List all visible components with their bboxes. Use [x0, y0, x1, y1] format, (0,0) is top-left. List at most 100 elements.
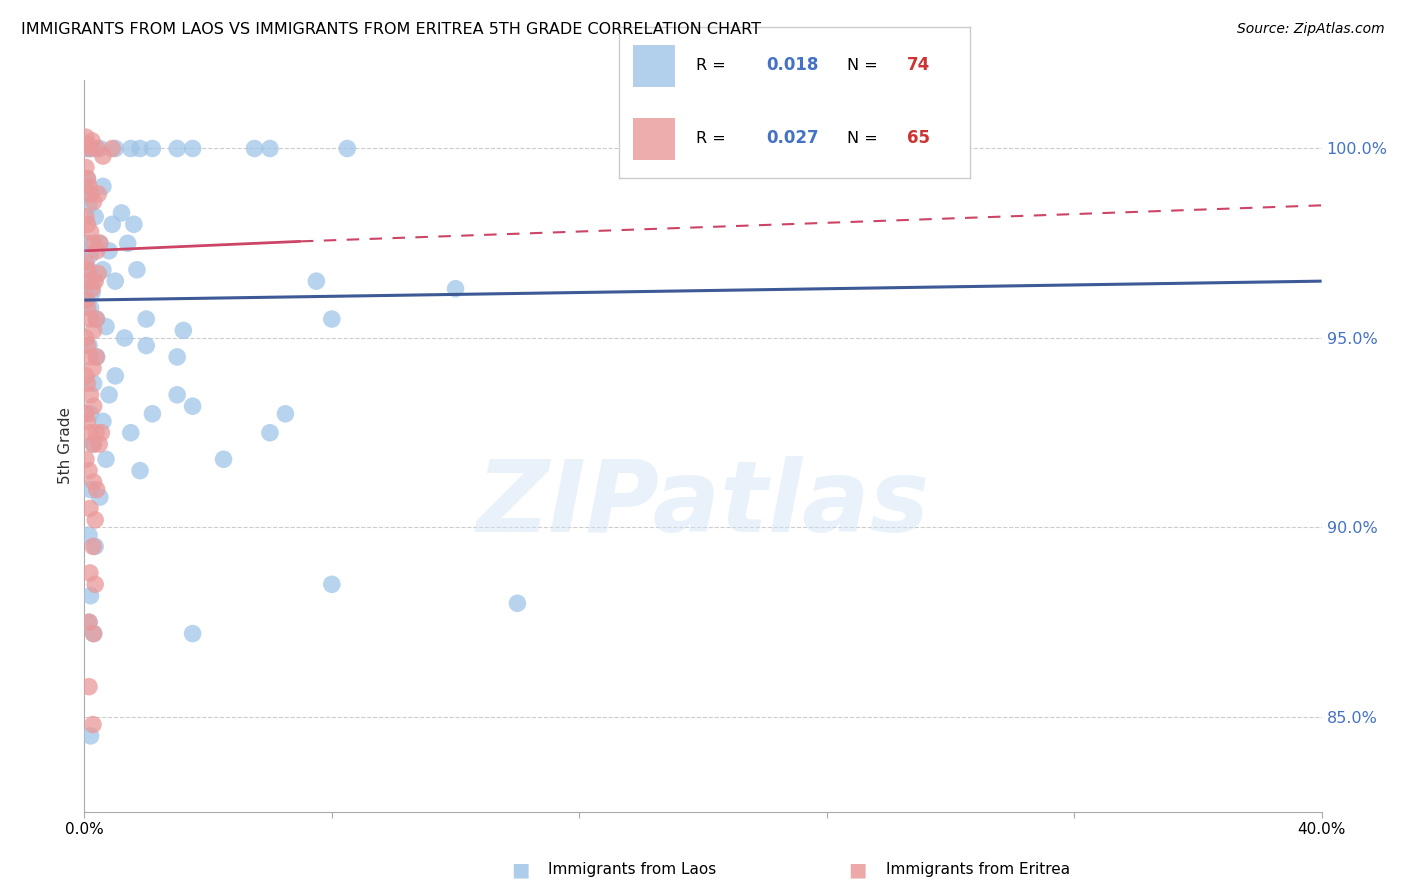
Text: 0.027: 0.027: [766, 129, 818, 147]
Point: [83, 399, 105, 413]
Point: [90, 425, 112, 440]
Point: [79, 501, 101, 516]
Point: [76, 414, 98, 428]
Point: [122, 217, 145, 231]
Point: [141, 141, 163, 155]
Point: [77, 141, 100, 155]
Point: [98, 244, 121, 258]
FancyBboxPatch shape: [633, 45, 675, 87]
Point: [79, 247, 101, 261]
Point: [110, 206, 132, 220]
Point: [98, 388, 121, 402]
Point: [75, 161, 97, 175]
Point: [89, 236, 111, 251]
Point: [754, 141, 776, 155]
Point: [135, 312, 157, 326]
Point: [79, 186, 101, 201]
Text: 0.018: 0.018: [766, 56, 818, 74]
Point: [83, 274, 105, 288]
Point: [91, 179, 114, 194]
Point: [75, 130, 97, 145]
Point: [444, 282, 467, 296]
Point: [75, 141, 97, 155]
Point: [79, 566, 101, 580]
Text: N =: N =: [846, 58, 883, 73]
Point: [104, 141, 127, 155]
Point: [83, 323, 105, 337]
FancyBboxPatch shape: [633, 118, 675, 161]
Point: [75, 368, 97, 383]
Point: [506, 596, 529, 610]
Point: [75, 331, 97, 345]
Point: [77, 198, 100, 212]
Point: [321, 312, 343, 326]
Point: [76, 338, 98, 352]
Point: [86, 244, 108, 258]
Point: [84, 350, 107, 364]
Point: [79, 312, 101, 326]
Point: [79, 407, 101, 421]
Point: [77, 528, 100, 542]
Point: [86, 312, 108, 326]
Point: [86, 141, 108, 155]
Point: [77, 615, 100, 630]
Point: [76, 376, 98, 391]
Point: [75, 255, 97, 269]
Point: [181, 399, 204, 413]
Point: [76, 171, 98, 186]
Point: [75, 407, 97, 421]
Point: [83, 236, 105, 251]
Point: [75, 452, 97, 467]
Point: [84, 210, 107, 224]
Point: [76, 217, 98, 231]
Point: [79, 225, 101, 239]
Point: [91, 414, 114, 428]
Point: [77, 179, 100, 194]
Point: [86, 350, 108, 364]
Text: 74: 74: [907, 56, 931, 74]
Point: [91, 262, 114, 277]
Point: [82, 282, 104, 296]
Point: [83, 626, 105, 640]
Point: [141, 407, 163, 421]
Point: [84, 274, 107, 288]
Text: R =: R =: [696, 131, 731, 145]
Point: [77, 464, 100, 478]
Point: [76, 137, 98, 152]
Point: [89, 141, 111, 155]
Point: [82, 285, 104, 300]
Point: [125, 262, 148, 277]
Point: [82, 134, 104, 148]
Point: [84, 425, 107, 440]
Point: [181, 141, 204, 155]
Point: [101, 217, 124, 231]
Text: N =: N =: [846, 131, 883, 145]
Point: [243, 141, 266, 155]
Point: [166, 141, 188, 155]
Point: [120, 425, 142, 440]
Point: [77, 274, 100, 288]
Point: [82, 141, 104, 155]
Point: [321, 577, 343, 591]
Point: [87, 186, 110, 201]
Point: [89, 437, 111, 451]
Point: [166, 388, 188, 402]
Text: Source: ZipAtlas.com: Source: ZipAtlas.com: [1237, 22, 1385, 37]
Point: [172, 323, 194, 337]
Point: [79, 301, 101, 315]
Point: [101, 141, 124, 155]
Point: [166, 350, 188, 364]
Point: [259, 425, 281, 440]
Point: [84, 513, 107, 527]
Point: [82, 540, 104, 554]
Text: ZIPatlas: ZIPatlas: [477, 456, 929, 553]
Point: [79, 425, 101, 440]
Point: [274, 407, 297, 421]
Point: [129, 464, 152, 478]
Text: Immigrants from Eritrea: Immigrants from Eritrea: [886, 863, 1070, 877]
Point: [79, 589, 101, 603]
Point: [83, 475, 105, 489]
Point: [79, 186, 101, 201]
Point: [79, 729, 101, 743]
Point: [305, 274, 328, 288]
